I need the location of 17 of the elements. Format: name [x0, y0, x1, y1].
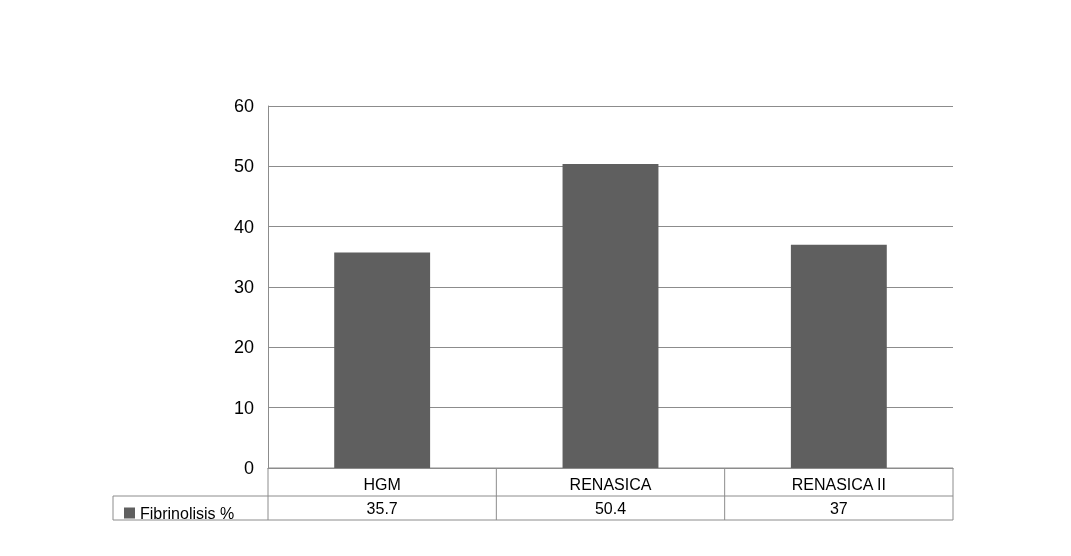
data-label: 35.7: [366, 499, 398, 517]
y-tick-label: 20: [233, 337, 254, 358]
data-label: 50.4: [594, 499, 627, 517]
y-tick-label: 40: [233, 216, 254, 237]
x-tick-label: RENASICA: [569, 475, 652, 493]
y-tick-label: 50: [233, 156, 254, 177]
y-tick-label: 0: [243, 458, 254, 478]
bar: [790, 244, 887, 468]
bar: [562, 163, 659, 468]
y-tick-label: 60: [233, 96, 254, 116]
bar: [334, 252, 431, 468]
y-tick-label: 30: [233, 277, 254, 297]
x-tick-label: HGM: [363, 475, 401, 493]
legend-label: Fibrinolisis %: [140, 504, 235, 522]
data-label: 37: [829, 499, 848, 517]
y-tick-label: 10: [233, 397, 254, 418]
x-tick-label: RENASICA II: [791, 475, 886, 493]
